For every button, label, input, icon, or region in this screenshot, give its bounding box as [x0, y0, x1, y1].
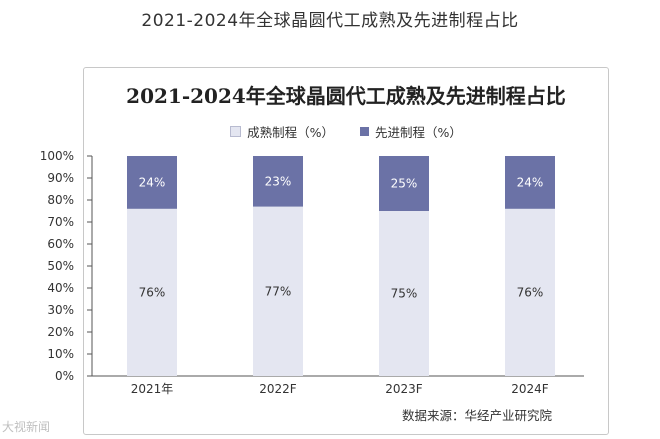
y-axis-labels: 0% 10% 20% 30% 40% 50% 60% 70% 80% 90% 100%	[40, 149, 74, 383]
bar-mature	[379, 211, 429, 376]
source-note: 数据来源：华经产业研究院	[401, 408, 552, 423]
x-tick-label: 2022F	[259, 382, 297, 396]
bar-advanced	[505, 156, 555, 209]
data-label-advanced: 25%	[391, 177, 418, 191]
data-label-advanced: 24%	[517, 175, 544, 189]
chart-card: 2021-2024年全球晶圆代工成熟及先进制程占比 成熟制程（%） 先进制程（%…	[83, 67, 609, 435]
y-tick-label: 90%	[47, 171, 74, 185]
data-label-advanced: 23%	[265, 174, 292, 188]
y-tick-label: 30%	[47, 303, 74, 317]
data-label-mature: 75%	[391, 287, 418, 301]
y-tick-label: 60%	[47, 237, 74, 251]
legend-swatch-mature	[230, 126, 242, 137]
chart-legend: 成熟制程（%） 先进制程（%）	[84, 122, 608, 141]
bar-mature	[127, 208, 177, 376]
x-tick-label: 2021年	[131, 382, 174, 396]
bar-advanced	[253, 156, 303, 207]
y-tick-label: 40%	[47, 281, 74, 295]
bar-advanced	[127, 156, 177, 209]
y-tick-label: 0%	[55, 369, 74, 383]
y-tick-label: 10%	[47, 347, 74, 361]
legend-label-mature: 成熟制程（%）	[247, 125, 334, 140]
y-tick-label: 100%	[40, 149, 74, 163]
chart-title: 2021-2024年全球晶圆代工成熟及先进制程占比	[126, 84, 566, 108]
legend-item-mature: 成熟制程（%）	[230, 122, 334, 141]
legend-swatch-advanced	[360, 127, 369, 136]
data-label-mature: 76%	[517, 285, 544, 299]
y-tick-label: 50%	[47, 259, 74, 273]
y-tick-label: 20%	[47, 325, 74, 339]
legend-label-advanced: 先进制程（%）	[375, 125, 462, 140]
legend-item-advanced: 先进制程（%）	[360, 122, 462, 141]
watermark: 大视新闻	[2, 420, 51, 434]
bar-mature	[253, 206, 303, 376]
data-label-mature: 76%	[139, 285, 166, 299]
x-tick-label: 2023F	[385, 382, 423, 396]
bar-advanced	[379, 156, 429, 211]
bar-mature	[505, 208, 555, 376]
x-tick-label: 2024F	[511, 382, 549, 396]
y-tick-label: 70%	[47, 215, 74, 229]
chart-plot: 76% 24% 2021年 77% 23% 2022F 75% 25% 2023F 76% 24% 2…	[87, 155, 584, 396]
data-label-advanced: 24%	[139, 175, 166, 189]
y-tick-label: 80%	[47, 193, 74, 207]
page-title: 2021-2024年全球晶圆代工成熟及先进制程占比	[141, 11, 519, 31]
data-label-mature: 77%	[265, 284, 292, 298]
